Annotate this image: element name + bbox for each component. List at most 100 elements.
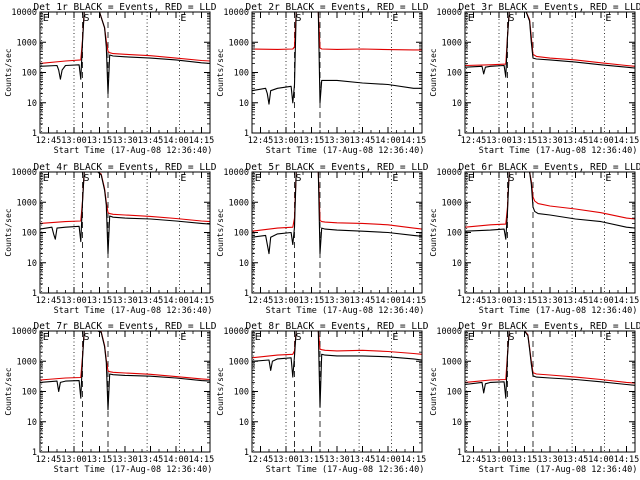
x-tick-label: 14:15 bbox=[614, 136, 640, 146]
x-tick-label: 13:30 bbox=[537, 136, 563, 146]
x-tick-label: 13:00 bbox=[61, 455, 87, 465]
x-tick-label: 13:15 bbox=[87, 136, 113, 146]
panel-title: Det 2r BLACK = Events, RED = LLD bbox=[245, 2, 428, 13]
y-axis-label: Counts/sec bbox=[4, 208, 13, 256]
y-tick-label: 1000 bbox=[229, 357, 249, 367]
plot-frame bbox=[464, 171, 636, 294]
x-axis-label: Start Time (17-Aug-08 12:36:40) bbox=[54, 465, 213, 475]
x-axis-label: Start Time (17-Aug-08 12:36:40) bbox=[54, 146, 213, 156]
x-tick-label: 14:00 bbox=[163, 136, 189, 146]
marker-label: S bbox=[84, 332, 90, 343]
panel-title: Det 7r BLACK = Events, RED = LLD bbox=[33, 321, 216, 332]
x-axis-label: Start Time (17-Aug-08 12:36:40) bbox=[479, 465, 638, 475]
x-tick-label: 12:45 bbox=[36, 296, 62, 306]
x-tick-label: 13:15 bbox=[512, 455, 538, 465]
marker-label: E bbox=[468, 173, 474, 184]
events-series-line bbox=[40, 12, 210, 95]
plot-frame bbox=[251, 171, 423, 294]
y-tick-label: 1000 bbox=[17, 38, 37, 48]
marker-label: E bbox=[392, 332, 398, 343]
y-tick-label: 10 bbox=[452, 259, 462, 269]
y-tick-label: 10000 bbox=[11, 8, 37, 18]
marker-label: E bbox=[605, 13, 611, 24]
x-axis-label: Start Time (17-Aug-08 12:36:40) bbox=[479, 146, 638, 156]
events-series-line bbox=[465, 331, 635, 399]
x-tick-label: 13:15 bbox=[299, 136, 325, 146]
x-tick-label: 14:15 bbox=[189, 136, 215, 146]
x-tick-label: 14:00 bbox=[588, 136, 614, 146]
x-tick-label: 13:30 bbox=[537, 455, 563, 465]
x-tick-label: 12:45 bbox=[36, 136, 62, 146]
y-tick-label: 10 bbox=[239, 259, 249, 269]
panel-title: Det 3r BLACK = Events, RED = LLD bbox=[458, 2, 640, 13]
x-tick-label: 13:45 bbox=[563, 455, 589, 465]
plot-frame bbox=[464, 11, 636, 134]
x-tick-label: 14:00 bbox=[588, 455, 614, 465]
y-tick-label: 1 bbox=[457, 448, 462, 458]
x-axis-label: Start Time (17-Aug-08 12:36:40) bbox=[266, 146, 425, 156]
x-tick-label: 12:45 bbox=[36, 455, 62, 465]
x-tick-label: 13:00 bbox=[61, 136, 87, 146]
marker-label: E bbox=[255, 173, 261, 184]
x-tick-label: 13:30 bbox=[324, 296, 350, 306]
marker-label: E bbox=[43, 332, 49, 343]
marker-label: E bbox=[255, 332, 261, 343]
x-tick-label: 14:00 bbox=[163, 296, 189, 306]
y-tick-label: 10 bbox=[239, 99, 249, 109]
marker-label: E bbox=[43, 13, 49, 24]
plot-frame bbox=[39, 330, 211, 453]
y-tick-label: 100 bbox=[447, 388, 462, 398]
x-tick-label: 14:00 bbox=[375, 296, 401, 306]
marker-label: S bbox=[296, 13, 302, 24]
x-tick-label: 13:30 bbox=[324, 455, 350, 465]
marker-label: E bbox=[468, 332, 474, 343]
x-tick-label: 14:15 bbox=[401, 136, 427, 146]
y-axis-label: Counts/sec bbox=[4, 367, 13, 415]
x-axis-label: Start Time (17-Aug-08 12:36:40) bbox=[266, 306, 425, 316]
y-axis-label: Counts/sec bbox=[429, 48, 438, 96]
y-axis-label: Counts/sec bbox=[216, 367, 225, 415]
panel-title: Det 9r BLACK = Events, RED = LLD bbox=[458, 321, 640, 332]
events-series-line bbox=[252, 172, 422, 255]
y-tick-label: 100 bbox=[22, 69, 37, 79]
marker-label: E bbox=[392, 173, 398, 184]
marker-label: E bbox=[180, 13, 186, 24]
marker-label: S bbox=[84, 173, 90, 184]
x-tick-label: 12:45 bbox=[248, 455, 274, 465]
y-tick-label: 1000 bbox=[442, 357, 462, 367]
y-tick-label: 1000 bbox=[442, 38, 462, 48]
x-tick-label: 13:00 bbox=[486, 455, 512, 465]
events-series-line bbox=[252, 331, 422, 408]
x-tick-label: 13:30 bbox=[324, 136, 350, 146]
x-tick-label: 13:30 bbox=[112, 296, 138, 306]
marker-label: E bbox=[605, 332, 611, 343]
y-tick-label: 1 bbox=[32, 289, 37, 299]
x-tick-label: 12:45 bbox=[461, 296, 487, 306]
x-tick-label: 14:00 bbox=[588, 296, 614, 306]
lld-series-line bbox=[252, 172, 422, 232]
x-tick-label: 13:15 bbox=[299, 296, 325, 306]
y-tick-label: 1000 bbox=[17, 198, 37, 208]
plot-frame bbox=[251, 330, 423, 453]
panel-title: Det 6r BLACK = Events, RED = LLD bbox=[458, 162, 640, 173]
y-tick-label: 10000 bbox=[436, 327, 462, 337]
y-tick-label: 1 bbox=[457, 289, 462, 299]
y-tick-label: 100 bbox=[447, 229, 462, 239]
x-tick-label: 12:45 bbox=[461, 455, 487, 465]
y-tick-label: 1000 bbox=[229, 198, 249, 208]
y-tick-label: 1000 bbox=[229, 38, 249, 48]
y-tick-label: 10000 bbox=[11, 327, 37, 337]
panel-title: Det 5r BLACK = Events, RED = LLD bbox=[245, 162, 428, 173]
y-tick-label: 10 bbox=[27, 99, 37, 109]
x-tick-label: 13:45 bbox=[350, 136, 376, 146]
y-tick-label: 1000 bbox=[17, 357, 37, 367]
x-tick-label: 12:45 bbox=[248, 136, 274, 146]
x-tick-label: 13:15 bbox=[87, 296, 113, 306]
y-tick-label: 1 bbox=[32, 129, 37, 139]
panel-title: Det 4r BLACK = Events, RED = LLD bbox=[33, 162, 216, 173]
plot-frame bbox=[251, 11, 423, 134]
marker-label: S bbox=[509, 332, 515, 343]
